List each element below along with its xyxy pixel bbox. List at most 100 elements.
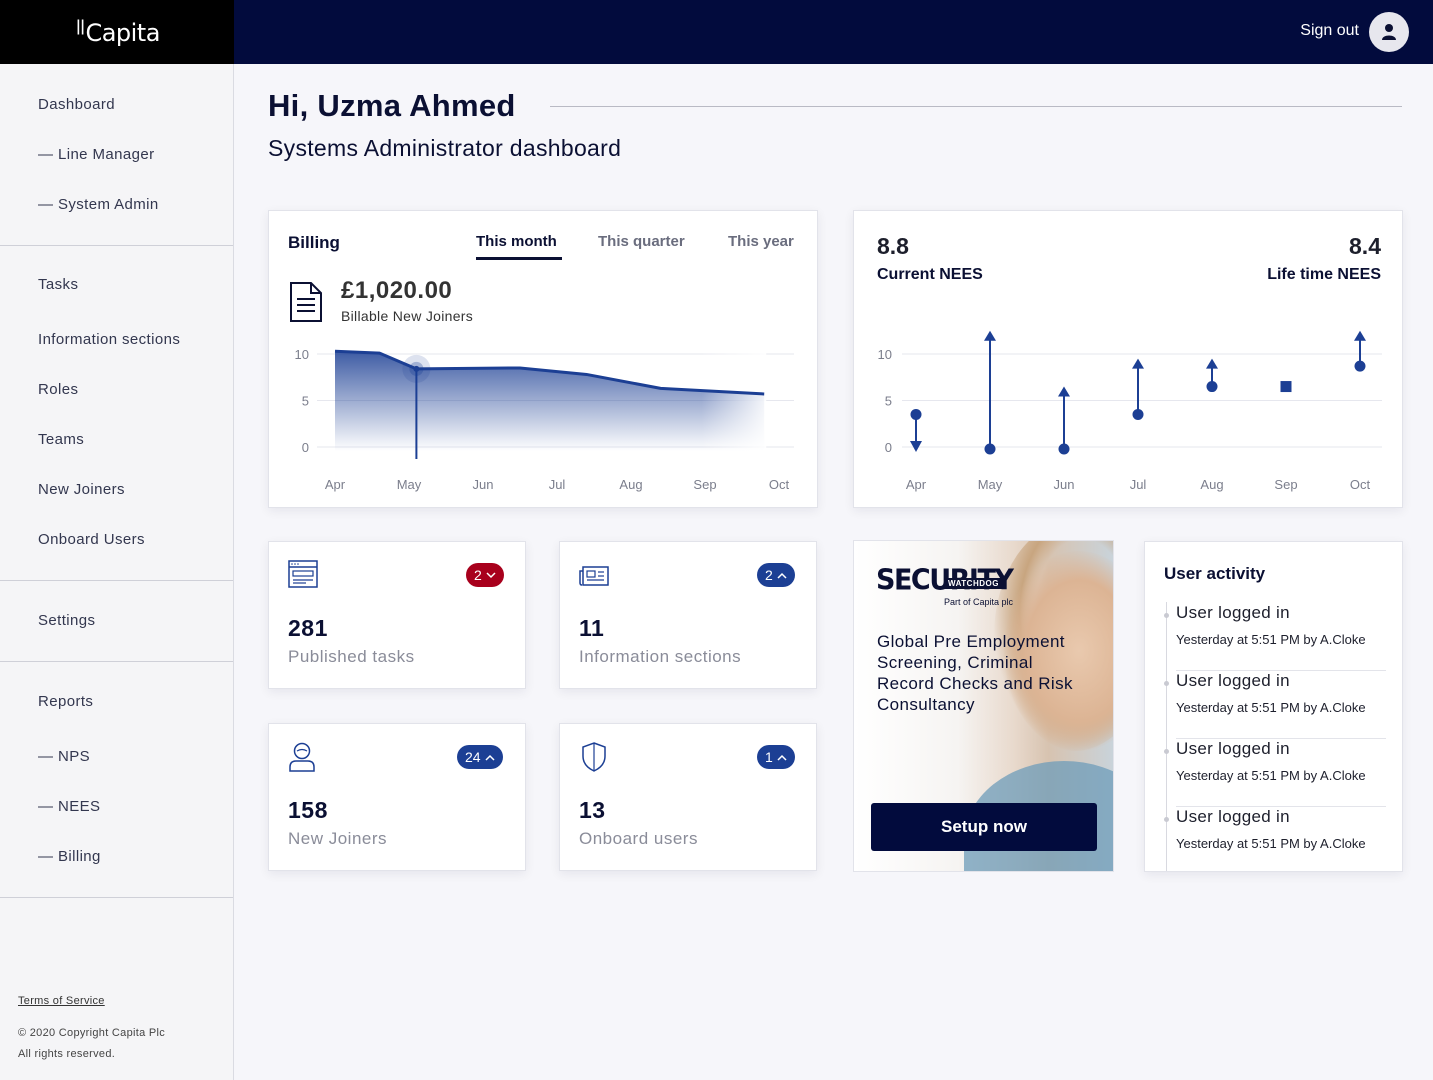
activity-meta: Yesterday at 5:51 PM by A.Cloke <box>1176 836 1366 851</box>
timeline-dot <box>1164 613 1169 618</box>
onboard-users-card[interactable]: 1 13 Onboard users <box>559 723 817 871</box>
sidebar-item-reports[interactable]: Reports <box>38 693 94 710</box>
activity-item[interactable]: User logged in Yesterday at 5:51 PM by A… <box>1164 739 1386 807</box>
badge-count: 2 <box>765 567 773 583</box>
lifetime-nees-value: 8.4 <box>1349 233 1381 259</box>
ad-description: Global Pre Employment Screening, Crimina… <box>877 632 1073 714</box>
tab-this-month[interactable]: This month <box>476 233 557 250</box>
published-tasks-count: 281 <box>288 615 328 641</box>
sidebar-item-line-manager[interactable]: — Line Manager <box>38 146 155 163</box>
data-point <box>1354 360 1366 372</box>
information-sections-label: Information sections <box>579 647 742 666</box>
sidebar-item-tasks[interactable]: Tasks <box>38 276 79 293</box>
capita-logo[interactable]: ǀǀCapita <box>76 16 160 47</box>
user-activity-card: User activity User logged in Yesterday a… <box>1144 541 1403 872</box>
newspaper-icon <box>579 566 609 586</box>
title-divider <box>550 106 1402 107</box>
data-point <box>984 443 996 455</box>
chevron-up-icon <box>777 572 787 579</box>
published-tasks-badge[interactable]: 2 <box>466 563 504 587</box>
current-nees-value: 8.8 <box>877 233 909 259</box>
sidebar: Dashboard — Line Manager — System Admin … <box>0 64 234 1080</box>
sidebar-item-system-admin[interactable]: — System Admin <box>38 196 159 213</box>
timeline-dot <box>1164 681 1169 686</box>
activity-meta: Yesterday at 5:51 PM by A.Cloke <box>1176 632 1366 647</box>
document-icon <box>290 282 322 322</box>
sign-out-link[interactable]: Sign out <box>1300 22 1359 39</box>
data-point-square <box>1280 381 1292 393</box>
data-point <box>1206 381 1218 393</box>
published-tasks-label: Published tasks <box>288 647 415 666</box>
sidebar-item-information-sections[interactable]: Information sections <box>38 331 181 348</box>
sidebar-item-roles[interactable]: Roles <box>38 381 79 398</box>
billing-card: Billing This month This quarter This yea… <box>268 210 818 508</box>
timeline-dot <box>1164 817 1169 822</box>
sidebar-item-nps[interactable]: — NPS <box>38 748 91 765</box>
information-sections-badge[interactable]: 2 <box>757 563 795 587</box>
x-tick-label: Oct <box>1350 477 1371 492</box>
activity-meta: Yesterday at 5:51 PM by A.Cloke <box>1176 700 1366 715</box>
copyright-text: © 2020 Copyright Capita Plc All rights r… <box>18 1023 165 1065</box>
up-arrow-marker <box>1058 386 1070 397</box>
sidebar-item-new-joiners[interactable]: New Joiners <box>38 481 125 498</box>
down-arrow-marker <box>910 441 922 452</box>
terms-of-service-link[interactable]: Terms of Service <box>18 995 105 1007</box>
sidebar-item-teams[interactable]: Teams <box>38 431 85 448</box>
up-arrow-marker <box>1354 330 1366 341</box>
onboard-users-badge[interactable]: 1 <box>757 745 795 769</box>
activity-title: User logged in <box>1176 603 1290 622</box>
sidebar-divider <box>0 580 233 581</box>
billing-title: Billing <box>288 233 340 252</box>
new-joiners-card[interactable]: 24 158 New Joiners <box>268 723 526 871</box>
browser-window-icon <box>288 560 318 588</box>
sidebar-item-billing[interactable]: — Billing <box>38 848 101 865</box>
sidebar-divider <box>0 661 233 662</box>
chevron-down-icon <box>486 571 496 578</box>
billing-amount: £1,020.00 <box>341 277 453 304</box>
sidebar-item-dashboard[interactable]: Dashboard <box>38 96 115 113</box>
nees-card: 8.8 Current NEES 8.4 Life time NEES 0 5 10… <box>853 210 1403 508</box>
x-tick-label: Apr <box>325 477 346 492</box>
x-tick-label: Apr <box>906 477 927 492</box>
billing-amount-label: Billable New Joiners <box>341 308 474 324</box>
badge-count: 24 <box>465 749 481 765</box>
y-tick-label: 5 <box>302 394 309 409</box>
up-arrow-marker <box>1206 358 1218 369</box>
sidebar-item-onboard-users[interactable]: Onboard Users <box>38 531 145 548</box>
nees-chart: 0 5 10 Apr May Jun Jul Aug Sep Oct <box>878 330 1382 492</box>
chevron-up-icon <box>777 754 787 761</box>
tab-this-quarter[interactable]: This quarter <box>598 233 685 250</box>
logo-area[interactable]: ǀǀCapita <box>0 0 234 64</box>
activity-timeline-line <box>1166 602 1167 871</box>
area-fade <box>335 344 767 453</box>
timeline-dot <box>1164 749 1169 754</box>
sidebar-item-settings[interactable]: Settings <box>38 612 96 629</box>
y-tick-label: 10 <box>878 347 892 362</box>
highlight-point <box>413 365 420 372</box>
activity-item[interactable]: User logged in Yesterday at 5:51 PM by A… <box>1164 603 1386 671</box>
new-joiners-count: 158 <box>288 797 328 823</box>
activity-item[interactable]: User logged in Yesterday at 5:51 PM by A… <box>1164 671 1386 739</box>
information-sections-count: 11 <box>579 615 605 641</box>
activity-meta: Yesterday at 5:51 PM by A.Cloke <box>1176 768 1366 783</box>
x-tick-label: Sep <box>1274 477 1297 492</box>
new-joiners-badge[interactable]: 24 <box>457 745 503 769</box>
setup-now-button[interactable]: Setup now <box>871 803 1097 851</box>
sidebar-divider <box>0 897 233 898</box>
published-tasks-card[interactable]: 2 281 Published tasks <box>268 541 526 689</box>
lifetime-nees-label: Life time NEES <box>1267 266 1381 283</box>
top-bar: ǀǀCapita Sign out <box>0 0 1433 64</box>
y-tick-label: 0 <box>302 440 309 455</box>
sidebar-item-nees[interactable]: — NEES <box>38 798 101 815</box>
user-avatar-button[interactable] <box>1369 12 1409 52</box>
information-sections-card[interactable]: 2 11 Information sections <box>559 541 817 689</box>
x-tick-label: May <box>397 477 422 492</box>
copyright-line: © 2020 Copyright Capita Plc <box>18 1027 166 1039</box>
security-watchdog-ad: SECURITY WATCHDOG Part of Capita plc Glo… <box>853 540 1114 872</box>
x-tick-label: Jul <box>549 477 566 492</box>
page-title: Hi, Uzma Ahmed <box>268 88 516 123</box>
y-tick-label: 0 <box>885 440 892 455</box>
user-icon <box>289 742 315 772</box>
tab-this-year[interactable]: This year <box>728 233 794 250</box>
activity-item[interactable]: User logged in Yesterday at 5:51 PM by A… <box>1164 807 1386 871</box>
